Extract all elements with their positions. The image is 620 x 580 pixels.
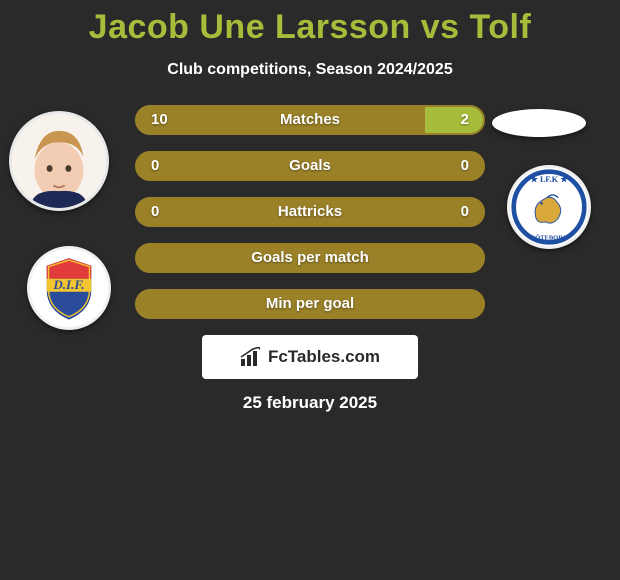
stat-row: Matches10 2 — [135, 105, 485, 135]
right-player-photo-placeholder — [492, 109, 586, 137]
stat-label: Matches — [137, 107, 483, 133]
stat-value-right: 2 — [461, 107, 469, 133]
stat-row: Hattricks0 0 — [135, 197, 485, 227]
fctables-label: FcTables.com — [268, 347, 380, 367]
ifk-goteborg-badge-icon: ★ I.F.K ★ GÖTEBORG — [510, 168, 588, 246]
stat-label: Hattricks — [137, 199, 483, 225]
stat-value-left: 10 — [151, 107, 168, 133]
svg-text:D.I.F.: D.I.F. — [52, 277, 84, 292]
stat-row: Goals per match — [135, 243, 485, 273]
stat-row: Min per goal — [135, 289, 485, 319]
page-title: Jacob Une Larsson vs Tolf — [0, 0, 620, 47]
left-club-badge: D.I.F. — [27, 246, 111, 330]
svg-text:★ I.F.K ★: ★ I.F.K ★ — [529, 175, 568, 184]
svg-text:GÖTEBORG: GÖTEBORG — [530, 235, 568, 242]
comparison-content: D.I.F. ★ I.F.K ★ GÖTEBORG Matches10 2 Goal… — [0, 105, 620, 413]
right-club-badge: ★ I.F.K ★ GÖTEBORG — [507, 165, 591, 249]
stat-label: Goals — [137, 153, 483, 179]
djurgarden-shield-icon: D.I.F. — [30, 249, 108, 327]
stat-value-right: 0 — [461, 153, 469, 179]
stat-value-left: 0 — [151, 199, 159, 225]
stat-row: Goals0 0 — [135, 151, 485, 181]
player-face-icon — [12, 114, 106, 208]
stats-bars: Matches102Goals00Hattricks00Goals per ma… — [135, 105, 485, 319]
bars-growth-icon — [240, 347, 262, 367]
page-subtitle: Club competitions, Season 2024/2025 — [0, 61, 620, 79]
stat-label: Goals per match — [137, 245, 483, 271]
stat-value-right: 0 — [461, 199, 469, 225]
stat-value-left: 0 — [151, 153, 159, 179]
left-player-photo — [9, 111, 109, 211]
stat-label: Min per goal — [137, 291, 483, 317]
footer-date: 25 february 2025 — [0, 393, 620, 413]
fctables-branding: FcTables.com — [202, 335, 418, 379]
